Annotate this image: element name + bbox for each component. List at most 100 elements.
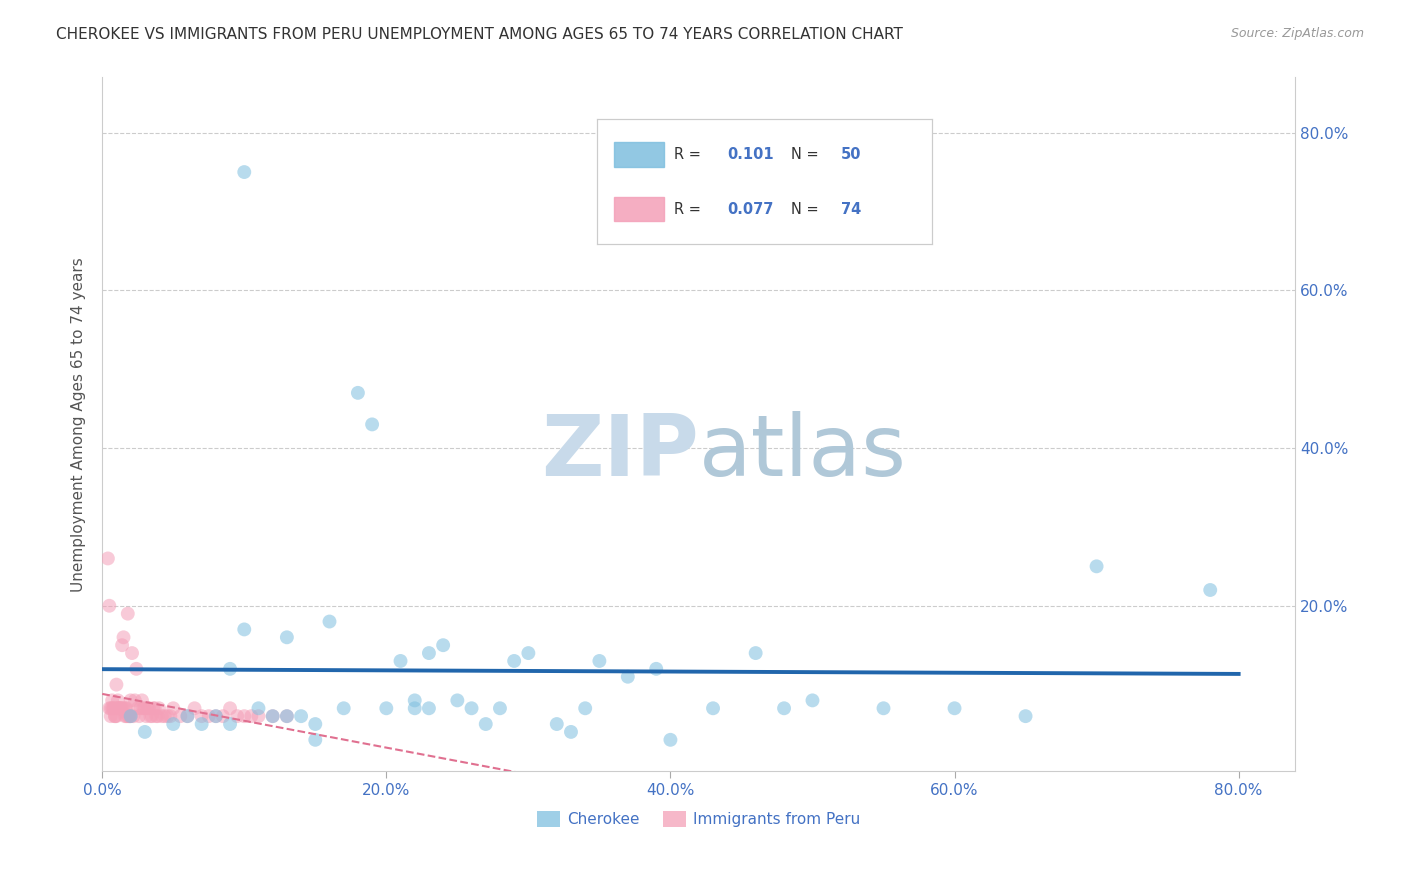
Point <box>169 709 191 723</box>
Point <box>148 701 170 715</box>
Point <box>132 701 155 715</box>
Point <box>404 701 426 715</box>
Point <box>304 732 326 747</box>
Point <box>117 607 139 621</box>
Point <box>134 725 156 739</box>
Point <box>121 646 143 660</box>
Point <box>574 701 596 715</box>
Point <box>134 701 156 715</box>
Point <box>332 701 354 715</box>
Point <box>219 701 242 715</box>
Point <box>120 709 142 723</box>
Point <box>702 701 724 715</box>
Point <box>131 693 153 707</box>
Point <box>117 709 139 723</box>
Point <box>142 701 165 715</box>
Legend: Cherokee, Immigrants from Peru: Cherokee, Immigrants from Peru <box>531 805 868 833</box>
Point <box>943 701 966 715</box>
Point <box>617 670 640 684</box>
Point <box>212 709 235 723</box>
Text: atlas: atlas <box>699 410 907 493</box>
Point <box>107 693 129 707</box>
Point <box>247 709 270 723</box>
Point <box>233 165 256 179</box>
Point <box>588 654 610 668</box>
Point <box>773 701 796 715</box>
Point <box>150 709 173 723</box>
Point <box>659 732 682 747</box>
Point <box>233 709 256 723</box>
Point <box>127 701 149 715</box>
Point <box>560 725 582 739</box>
Point <box>114 709 136 723</box>
Point <box>219 662 242 676</box>
Point <box>108 701 131 715</box>
Point <box>103 701 125 715</box>
Point <box>205 709 228 723</box>
Point <box>183 701 205 715</box>
Point <box>120 709 142 723</box>
Point <box>112 701 135 715</box>
Point <box>240 709 263 723</box>
Point <box>110 701 132 715</box>
Point <box>112 630 135 644</box>
Point <box>219 717 242 731</box>
Point <box>162 701 184 715</box>
Point <box>122 709 145 723</box>
Point <box>145 709 167 723</box>
Point <box>404 693 426 707</box>
Point <box>104 709 127 723</box>
Point <box>460 701 482 715</box>
Point <box>115 709 138 723</box>
Point <box>1085 559 1108 574</box>
Point <box>304 717 326 731</box>
Point <box>347 385 370 400</box>
Point <box>226 709 249 723</box>
Point <box>1014 709 1036 723</box>
Point <box>108 701 131 715</box>
Point <box>418 646 440 660</box>
Point <box>100 701 122 715</box>
Point <box>105 701 128 715</box>
Point <box>1199 582 1222 597</box>
Point <box>111 638 134 652</box>
Point <box>136 701 159 715</box>
Point <box>744 646 766 660</box>
Point <box>318 615 340 629</box>
Point <box>233 623 256 637</box>
Point <box>432 638 454 652</box>
Point <box>489 701 512 715</box>
Point <box>118 709 141 723</box>
Point <box>139 709 162 723</box>
Point <box>190 717 212 731</box>
Point <box>105 678 128 692</box>
Point <box>546 717 568 731</box>
Point <box>153 709 176 723</box>
Point <box>276 630 298 644</box>
Point <box>197 709 219 723</box>
Point <box>101 701 124 715</box>
Point <box>290 709 312 723</box>
Point <box>135 709 157 723</box>
Point <box>361 417 384 432</box>
Text: ZIP: ZIP <box>541 410 699 493</box>
Point <box>645 662 668 676</box>
Point <box>276 709 298 723</box>
Point <box>262 709 284 723</box>
Point <box>418 701 440 715</box>
Point <box>146 709 169 723</box>
Point <box>120 693 142 707</box>
Text: CHEROKEE VS IMMIGRANTS FROM PERU UNEMPLOYMENT AMONG AGES 65 TO 74 YEARS CORRELAT: CHEROKEE VS IMMIGRANTS FROM PERU UNEMPLO… <box>56 27 903 42</box>
Point <box>115 701 138 715</box>
Point <box>446 693 468 707</box>
Point <box>98 599 121 613</box>
Point <box>129 701 152 715</box>
Point <box>118 709 141 723</box>
Y-axis label: Unemployment Among Ages 65 to 74 years: Unemployment Among Ages 65 to 74 years <box>72 257 86 591</box>
Point <box>162 717 184 731</box>
Point <box>503 654 526 668</box>
Point <box>101 693 124 707</box>
Point <box>143 701 166 715</box>
Point <box>389 654 412 668</box>
Point <box>124 693 146 707</box>
